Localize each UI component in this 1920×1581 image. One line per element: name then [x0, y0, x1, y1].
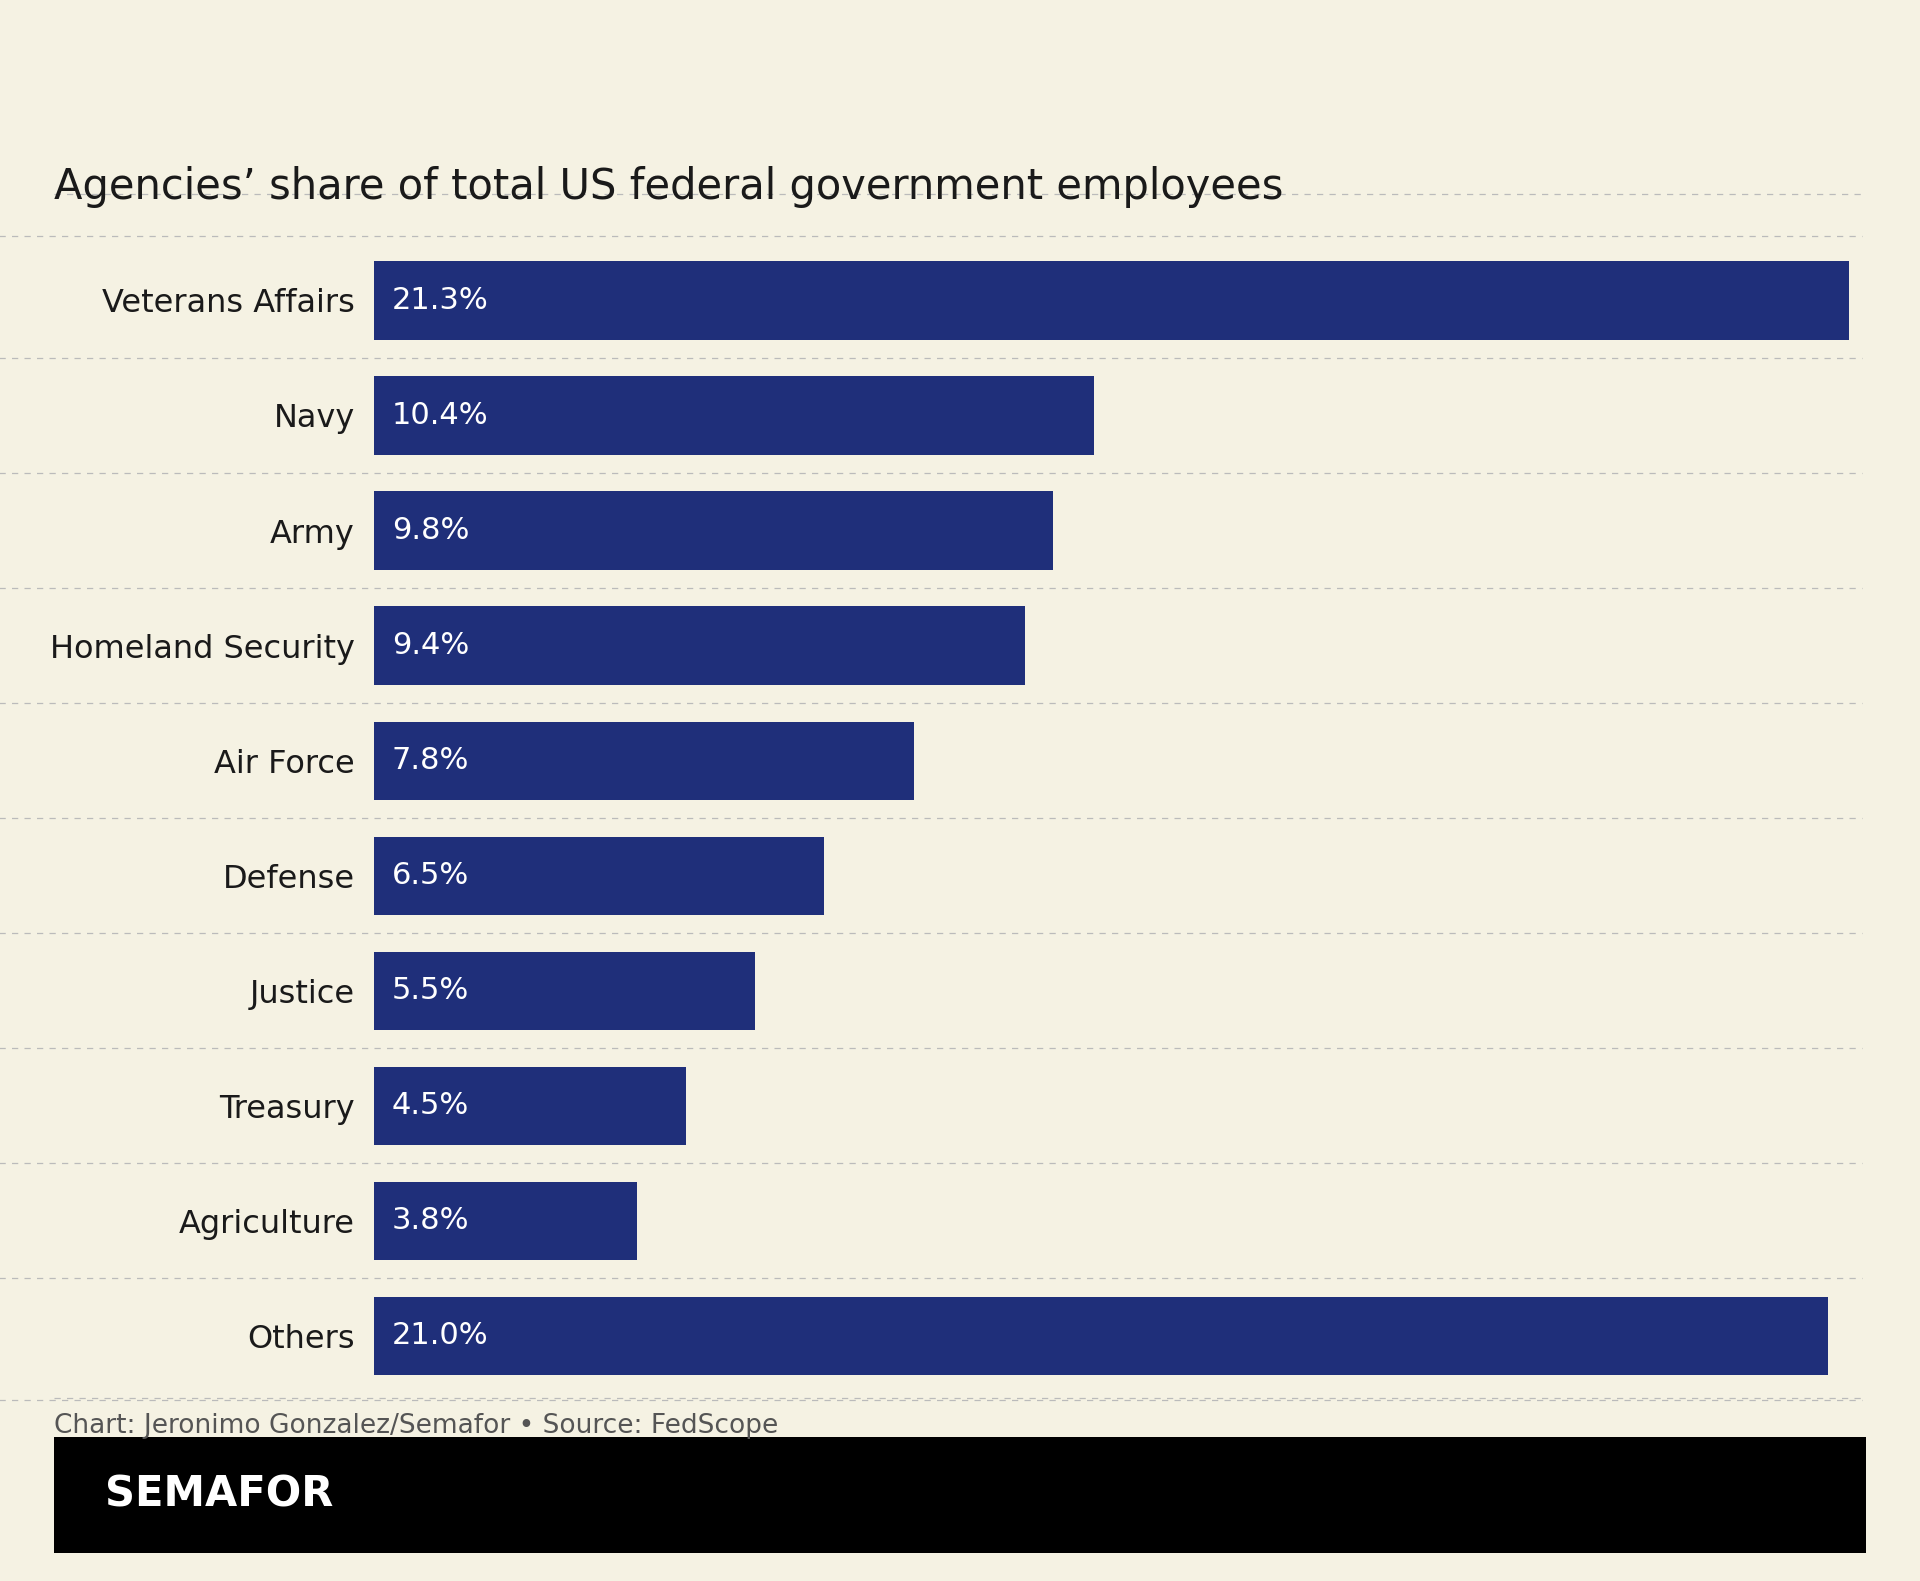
Text: 9.4%: 9.4% [392, 631, 468, 661]
Text: 6.5%: 6.5% [392, 862, 468, 890]
Bar [374, 1181, 637, 1260]
Bar [374, 721, 914, 800]
Text: 4.5%: 4.5% [392, 1091, 468, 1121]
Bar [374, 1296, 1828, 1375]
Bar [374, 1067, 685, 1145]
Bar [374, 836, 824, 915]
Text: 5.5%: 5.5% [392, 975, 468, 1006]
Text: 21.0%: 21.0% [392, 1322, 488, 1350]
Text: Chart: Jeronimo Gonzalez/Semafor • Source: FedScope: Chart: Jeronimo Gonzalez/Semafor • Sourc… [54, 1413, 778, 1439]
Text: SEMAFOR: SEMAFOR [104, 1473, 332, 1516]
Bar [374, 607, 1025, 685]
Text: 3.8%: 3.8% [392, 1206, 468, 1235]
Text: 7.8%: 7.8% [392, 746, 468, 775]
Text: Agencies’ share of total US federal government employees: Agencies’ share of total US federal gove… [54, 166, 1283, 209]
Bar [374, 376, 1094, 455]
Text: 21.3%: 21.3% [392, 286, 488, 315]
Bar [374, 492, 1052, 569]
Bar [374, 261, 1849, 340]
Bar [374, 952, 755, 1029]
Text: 9.8%: 9.8% [392, 515, 468, 545]
Text: 10.4%: 10.4% [392, 402, 488, 430]
